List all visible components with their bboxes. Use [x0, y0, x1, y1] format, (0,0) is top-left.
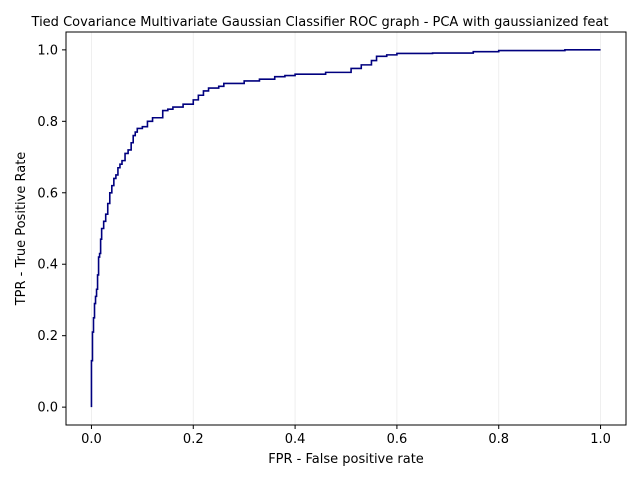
roc-curve-layer	[90, 49, 601, 408]
x-tick-label: 0.4	[285, 432, 306, 447]
y-tick-label: 0.4	[37, 258, 58, 273]
x-axis-label: FPR - False positive rate	[268, 452, 424, 467]
x-tick-label: 1.0	[590, 432, 611, 447]
y-tick-label: 1.0	[37, 43, 58, 58]
y-tick-label: 0.6	[37, 186, 58, 201]
y-axis-label: TPR - True Positive Rate	[14, 152, 29, 307]
x-tick-label: 0.8	[488, 432, 509, 447]
y-tick-label: 0.0	[37, 401, 58, 416]
axis-ticks: 0.0 0.2 0.4 0.6 0.8 1.0 0.0 0.2 0.4 0.6 0.8 1.0	[37, 43, 611, 447]
y-tick-label: 0.8	[37, 115, 58, 130]
plot-frame	[65, 31, 627, 426]
x-tick-label: 0.2	[183, 432, 204, 447]
y-tick-label: 0.2	[37, 329, 58, 344]
grid-lines	[91, 32, 601, 425]
chart-title: Tied Covariance Multivariate Gaussian Cl…	[31, 15, 609, 30]
x-tick-label: 0.0	[81, 432, 102, 447]
roc-curve	[90, 49, 601, 408]
x-tick-label: 0.6	[387, 432, 408, 447]
